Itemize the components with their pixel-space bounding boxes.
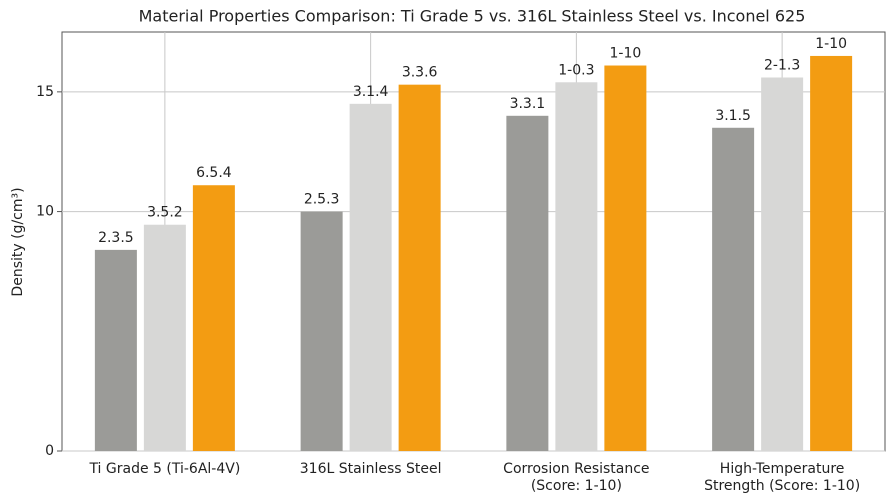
- bar: [349, 103, 392, 451]
- bar: [712, 127, 755, 452]
- value-label: 6.5.4: [196, 165, 232, 181]
- bar: [555, 82, 598, 451]
- value-label: 2.3.5: [98, 230, 134, 246]
- bar: [192, 185, 235, 451]
- bar: [94, 249, 137, 451]
- value-label: 1-10: [815, 36, 847, 52]
- bar: [604, 65, 647, 452]
- x-tick-label: Ti Grade 5 (Ti-6Al-4V): [88, 461, 240, 477]
- value-label: 3.3.1: [510, 96, 546, 112]
- y-tick-label: 10: [36, 204, 54, 220]
- bar: [300, 211, 343, 451]
- value-label: 2.5.3: [304, 192, 340, 208]
- value-label: 3.1.5: [715, 108, 751, 124]
- x-tick-label: High-Temperature Strength (Score: 1-10): [704, 461, 860, 494]
- y-axis-label: Density (g/cm³): [10, 187, 26, 296]
- chart-title: Material Properties Comparison: Ti Grade…: [139, 7, 806, 26]
- y-tick-label: 0: [45, 443, 54, 459]
- bar: [506, 115, 549, 452]
- x-tick-label: Corrosion Resistance (Score: 1-10): [503, 461, 649, 494]
- y-tick-label: 15: [36, 84, 54, 100]
- bar: [761, 77, 804, 452]
- bar: [143, 224, 186, 451]
- value-label: 2-1.3: [764, 57, 800, 73]
- value-label: 3.1.4: [353, 84, 389, 100]
- value-label: 1-0.3: [558, 62, 594, 78]
- bar: [398, 84, 441, 451]
- bar: [810, 55, 853, 451]
- value-label: 1-10: [609, 46, 641, 62]
- x-tick-label: 316L Stainless Steel: [300, 461, 442, 477]
- value-label: 3.5.2: [147, 205, 183, 221]
- value-label: 3.3.6: [402, 65, 438, 81]
